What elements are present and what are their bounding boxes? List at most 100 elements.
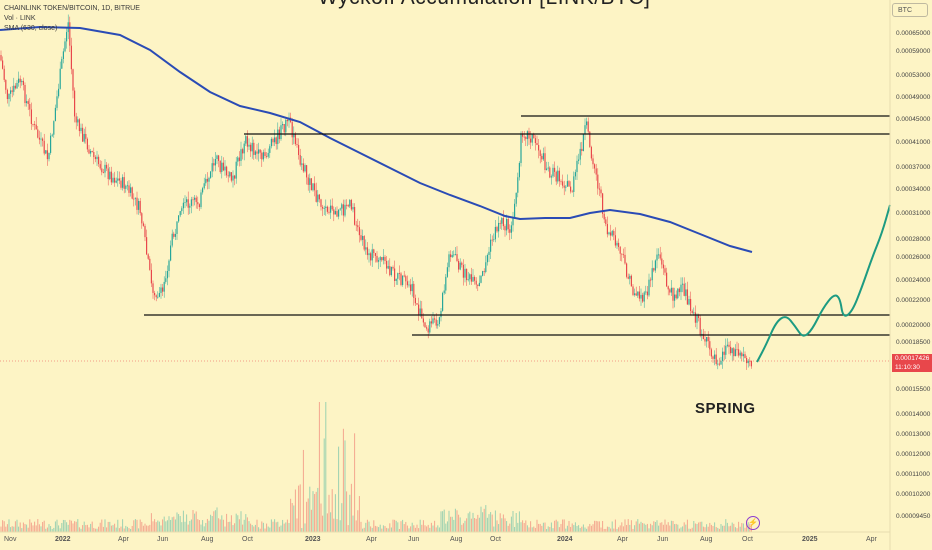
candle-body <box>629 275 631 279</box>
volume-bar <box>376 526 378 532</box>
volume-bar <box>19 522 21 532</box>
volume-bar <box>363 527 365 532</box>
volume-bar <box>398 528 400 532</box>
candle-body <box>523 136 525 138</box>
candle-body <box>240 149 242 161</box>
candle-body <box>258 149 260 154</box>
volume-bar <box>373 520 375 532</box>
candle-body <box>699 317 701 335</box>
candle-body <box>45 150 47 154</box>
volume-bar <box>715 527 717 532</box>
volume-bar <box>624 519 626 532</box>
legend-sma[interactable]: SMA (630, close) <box>4 25 58 32</box>
candle-body <box>530 138 532 143</box>
candle-body <box>296 144 298 145</box>
volume-bar <box>54 521 56 532</box>
candle-body <box>115 180 117 183</box>
volume-bar <box>226 513 228 532</box>
candle-body <box>51 134 53 136</box>
candle-body <box>309 178 311 185</box>
last-price-value: 0.00017426 <box>895 355 930 362</box>
volume-bar <box>165 521 167 532</box>
candle-body <box>451 255 453 258</box>
candle-body <box>576 160 578 173</box>
candle-body <box>141 213 143 224</box>
volume-bar <box>405 521 407 532</box>
volume-bar <box>59 528 61 532</box>
volume-bar <box>366 519 368 532</box>
legend-volume[interactable]: Vol · LINK <box>4 15 36 22</box>
volume-bar <box>600 527 602 532</box>
volume-bar <box>227 521 229 532</box>
volume-bar <box>430 522 432 532</box>
volume-bar <box>334 494 336 532</box>
candle-body <box>613 231 615 236</box>
candle-body <box>586 121 588 126</box>
volume-bar <box>426 526 428 532</box>
candle-body <box>634 293 636 295</box>
candle-body <box>275 137 277 144</box>
candle-body <box>643 292 645 302</box>
volume-bar <box>563 519 565 532</box>
volume-bar <box>470 518 472 532</box>
candle-body <box>56 96 58 108</box>
volume-bar <box>3 521 5 532</box>
volume-bar <box>358 496 360 532</box>
legend-symbol[interactable]: CHAINLINK TOKEN/BITCOIN, 1D, BITRUE <box>4 5 140 12</box>
candle-body <box>91 150 93 153</box>
volume-bar <box>312 491 314 532</box>
volume-bar <box>707 526 709 532</box>
candle-body <box>27 101 29 105</box>
volume-bar <box>266 523 268 532</box>
volume-bar <box>581 526 583 532</box>
candle-body <box>323 207 325 209</box>
volume-bar <box>155 522 157 532</box>
candle-body <box>474 277 476 281</box>
lightning-icon[interactable]: ⚡ <box>746 516 760 530</box>
volume-bar <box>245 514 247 532</box>
candle-body <box>694 312 696 323</box>
volume-bar <box>645 524 647 532</box>
volume-bar <box>302 449 304 532</box>
volume-bar <box>528 527 530 532</box>
volume-bar <box>125 525 127 532</box>
volume-bar <box>341 503 343 532</box>
candle-body <box>152 283 154 293</box>
volume-bar <box>622 526 624 532</box>
candle-body <box>338 209 340 217</box>
candle-body <box>592 158 594 165</box>
y-tick-label: 0.00020000 <box>896 322 931 329</box>
candle-body <box>29 104 31 110</box>
candle-body <box>746 358 748 364</box>
volume-bar <box>573 525 575 532</box>
candle-body <box>59 68 61 89</box>
volume-bar <box>382 525 384 532</box>
candle-body <box>610 232 612 236</box>
volume-bar <box>75 521 77 532</box>
volume-bar <box>544 522 546 532</box>
candle-body <box>581 148 583 151</box>
candle-body <box>710 349 712 357</box>
candle-body <box>192 199 194 201</box>
candle-body <box>178 215 180 222</box>
volume-bar <box>242 524 244 532</box>
candle-body <box>435 319 437 326</box>
volume-bar <box>627 519 629 532</box>
y-tick-label: 0.00011000 <box>896 471 930 478</box>
candle-body <box>626 263 628 277</box>
volume-bar <box>566 525 568 532</box>
volume-bar <box>499 513 501 532</box>
candle-body <box>731 348 733 354</box>
volume-bar <box>67 524 69 532</box>
candle-body <box>664 268 666 273</box>
volume-bar <box>451 516 453 532</box>
volume-bar <box>526 525 528 532</box>
volume-bar <box>522 520 524 532</box>
candle-body <box>421 308 423 319</box>
volume-bar <box>494 510 496 532</box>
currency-unit-button[interactable]: BTC <box>892 3 928 17</box>
volume-bar <box>605 528 607 532</box>
candle-body <box>707 337 709 342</box>
candle-body <box>408 284 410 286</box>
